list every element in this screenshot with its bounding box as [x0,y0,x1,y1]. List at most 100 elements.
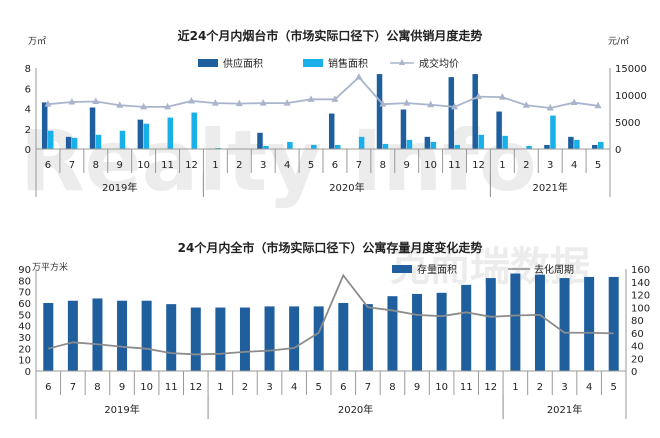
c2-bar-primary [289,306,300,371]
c1-month-label: 8 [93,160,99,171]
c2-month-label: 6 [340,382,346,393]
c1-line-marker [427,100,435,108]
c1-month-label: 2 [523,160,529,171]
c1-line-marker [403,99,411,106]
c2-month-label: 7 [70,382,76,393]
c2-bar-primary [584,276,595,371]
c2-bar-primary [559,278,570,371]
c1-line-marker [379,100,387,107]
c2-bar-primary [485,278,496,371]
c1-month-label: 11 [448,160,461,171]
c1-bar-secondary [119,130,126,149]
c1-ytick-label: 8 [25,64,31,75]
c1-bar-secondary [143,123,150,149]
c1-line-marker [68,98,76,105]
c2-y2tick-label: 120 [631,291,650,302]
chart1-right-unit: 元/㎡ [608,36,629,47]
c1-month-label: 12 [185,160,198,171]
c1-month-label: 6 [45,160,51,171]
c1-bar-primary [376,74,383,149]
c1-bar-primary [137,119,144,149]
c1-bar-secondary [550,115,556,149]
inventory-chart: 克而瑞数据 24个月内全市（市场实际口径下）公寓存量月度变化走势 万平方米 存量… [0,220,660,438]
c2-month-label: 11 [165,382,178,393]
c1-bar-secondary [287,141,293,149]
c1-line-marker [474,92,482,100]
c2-bar-primary [362,304,373,371]
c2-year-label: 2021年 [547,403,582,416]
c1-bar-secondary [430,141,437,149]
c2-month-label: 5 [611,382,617,393]
c1-bar-primary [448,77,455,149]
c2-bar-primary [313,306,324,371]
c1-line-marker [498,93,506,100]
c2-bar-primary [461,284,472,371]
c2-bar-primary [117,300,128,371]
c1-line-marker [307,95,315,102]
c1-month-label: 2 [236,160,242,171]
c1-bar-secondary [502,135,508,149]
c2-y2tick-label: 60 [631,329,644,340]
c1-bar-secondary [478,134,484,149]
c1-line-marker [164,102,172,110]
c1-bar-secondary [454,144,461,149]
c1-line-marker [235,99,243,107]
c2-ytick-label: 20 [18,344,31,355]
c1-bar-secondary [574,139,580,149]
c2-year-label: 2019年 [104,403,139,416]
c2-bar-primary [43,303,54,371]
c1-bar-secondary [311,144,317,149]
c1-year-label: 2021年 [532,181,567,194]
c1-month-label: 7 [69,160,75,171]
c1-line-marker [187,96,195,104]
c2-ytick-label: 70 [18,288,31,299]
c1-month-label: 1 [499,160,505,171]
supply-sales-chart-svg: Realty Info 近24个月内烟台市（市场实际口径下）公寓供销月度走势 万… [20,28,647,210]
c1-month-label: 10 [137,160,150,171]
c2-month-label: 10 [435,382,448,393]
chart2-legend: 存量面积 去化周期 [392,263,574,276]
c2-month-label: 12 [484,382,497,393]
c1-line-marker [522,101,530,108]
c1-line-marker [44,100,52,107]
c2-ytick-label: 40 [18,322,31,333]
c2-month-label: 3 [266,382,272,393]
c2-y2tick-label: 100 [631,303,650,314]
c2-month-label: 4 [586,382,592,393]
c1-month-label: 4 [571,160,577,171]
supply-sales-chart: Realty Info 近24个月内烟台市（市场实际口径下）公寓供销月度走势 万… [20,28,647,210]
c2-month-label: 8 [389,382,395,393]
c1-bar-secondary [71,137,78,149]
c1-bar-primary [592,144,598,149]
c1-bar-secondary [334,144,341,149]
c1-month-label: 1 [212,160,218,171]
c2-bar-primary [608,276,619,371]
chart2-title: 24个月内全市（市场实际口径下）公寓存量月度变化走势 [178,240,483,255]
c1-month-label: 10 [424,160,437,171]
c1-line-marker [211,99,219,106]
c1-bar-secondary [598,141,604,149]
c2-ytick-label: 50 [18,310,31,321]
c1-line-marker [331,95,339,102]
c2-month-label: 7 [365,382,371,393]
c1-month-label: 3 [547,160,553,171]
c1-line-marker [594,101,602,109]
c2-month-label: 10 [140,382,153,393]
c1-line-marker [355,73,363,80]
c1-y2tick-label: 5000 [615,118,640,129]
c2-y2tick-label: 80 [631,316,644,327]
c2-month-label: 8 [94,382,100,393]
c1-month-label: 9 [404,160,410,171]
c1-bar-primary [424,136,431,149]
c2-bar-primary [338,303,349,371]
c1-month-label: 5 [595,160,601,171]
c1-bar-secondary [358,136,365,149]
legend-cycle-label: 去化周期 [534,263,574,276]
legend-price-label: 成交均价 [419,57,459,70]
c1-bar-secondary [95,134,102,149]
chart2-left-unit: 万平方米 [32,261,68,273]
c1-line-marker [451,102,459,110]
c2-bar-primary [387,296,398,371]
legend-inventory-label: 存量面积 [417,263,457,276]
c2-month-label: 2 [537,382,543,393]
